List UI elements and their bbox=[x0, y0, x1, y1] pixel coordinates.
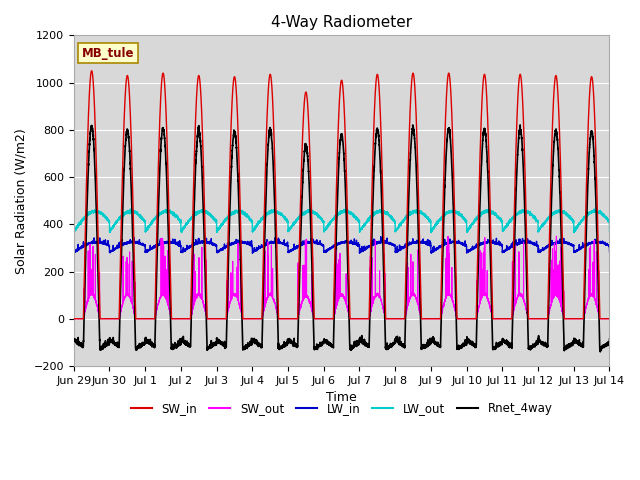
LW_out bbox=[218, 222, 226, 228]
Rnet_4way bbox=[245, 342, 253, 348]
SW_out bbox=[70, 316, 77, 322]
Rnet_4way bbox=[568, 342, 576, 348]
Rnet_4way bbox=[596, 349, 604, 355]
SW_out bbox=[246, 316, 253, 322]
SW_out bbox=[90, 294, 98, 300]
LW_out bbox=[127, 206, 134, 212]
SW_out bbox=[116, 316, 124, 322]
LW_in bbox=[377, 234, 385, 240]
SW_in bbox=[90, 90, 98, 96]
SW_out bbox=[568, 316, 576, 322]
Line: SW_in: SW_in bbox=[74, 71, 640, 319]
SW_in bbox=[246, 316, 253, 322]
Text: MB_tule: MB_tule bbox=[82, 47, 134, 60]
Line: LW_out: LW_out bbox=[74, 209, 640, 233]
SW_out bbox=[552, 233, 560, 239]
LW_in bbox=[568, 242, 576, 248]
Rnet_4way bbox=[218, 341, 226, 347]
SW_in bbox=[218, 316, 226, 322]
LW_out bbox=[499, 228, 507, 233]
Line: Rnet_4way: Rnet_4way bbox=[74, 125, 640, 352]
SW_out bbox=[326, 316, 334, 322]
Line: LW_in: LW_in bbox=[74, 237, 640, 253]
Rnet_4way bbox=[326, 342, 334, 348]
SW_in bbox=[499, 316, 507, 322]
LW_in bbox=[326, 245, 334, 251]
LW_in bbox=[90, 239, 98, 245]
Legend: SW_in, SW_out, LW_in, LW_out, Rnet_4way: SW_in, SW_out, LW_in, LW_out, Rnet_4way bbox=[126, 397, 557, 420]
Line: SW_out: SW_out bbox=[74, 236, 640, 319]
Title: 4-Way Radiometer: 4-Way Radiometer bbox=[271, 15, 412, 30]
Y-axis label: Solar Radiation (W/m2): Solar Radiation (W/m2) bbox=[15, 128, 28, 274]
SW_out bbox=[218, 316, 226, 322]
LW_out bbox=[568, 216, 576, 222]
Rnet_4way bbox=[70, 338, 77, 344]
Rnet_4way bbox=[499, 338, 507, 344]
SW_in bbox=[326, 316, 334, 322]
LW_in bbox=[605, 251, 613, 256]
Rnet_4way bbox=[90, 143, 98, 148]
LW_in bbox=[499, 249, 507, 255]
LW_out bbox=[90, 208, 98, 214]
SW_in bbox=[88, 68, 95, 73]
SW_in bbox=[70, 316, 77, 322]
SW_in bbox=[568, 316, 576, 322]
SW_out bbox=[499, 316, 507, 322]
LW_in bbox=[70, 250, 77, 256]
LW_out bbox=[70, 228, 77, 234]
LW_out bbox=[246, 215, 253, 220]
LW_in bbox=[245, 242, 253, 248]
LW_in bbox=[218, 246, 226, 252]
Rnet_4way bbox=[516, 122, 524, 128]
LW_out bbox=[326, 220, 334, 226]
LW_out bbox=[570, 230, 578, 236]
X-axis label: Time: Time bbox=[326, 391, 357, 404]
